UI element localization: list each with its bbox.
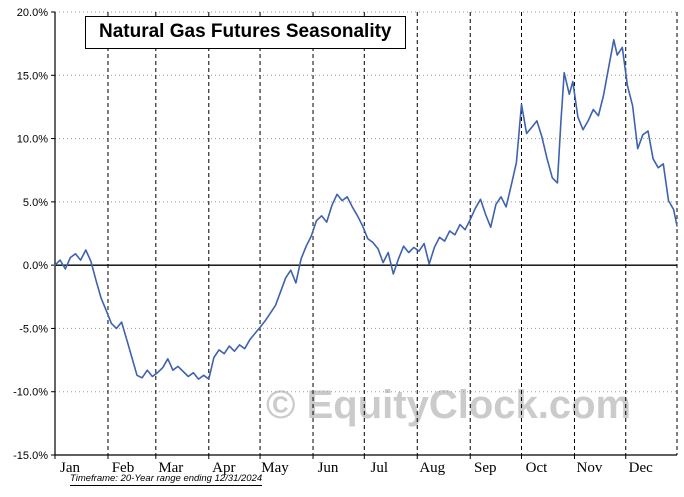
timeframe-footnote: Timeframe: 20-Year range ending 12/31/20…: [70, 473, 263, 486]
x-tick-label: May: [261, 460, 289, 476]
y-tick-label: 0.0%: [23, 260, 48, 272]
x-tick-label: Mar: [158, 460, 183, 476]
x-tick-label: Sep: [474, 460, 497, 476]
x-tick-label: Jul: [371, 460, 389, 476]
y-tick-label: 10.0%: [17, 134, 48, 146]
equityclock-watermark: © EquityClock.com: [266, 383, 632, 427]
x-tick-label: Aug: [419, 460, 445, 476]
x-tick-label: Feb: [112, 460, 135, 476]
x-tick-label: Jun: [318, 460, 339, 476]
y-tick-label: 20.0%: [17, 7, 48, 19]
x-tick-label: Oct: [526, 460, 548, 476]
seasonality-line: [54, 38, 678, 380]
y-tick-label: -15.0%: [13, 450, 48, 462]
y-tick-label: -10.0%: [13, 387, 48, 399]
y-tick-label: 15.0%: [17, 70, 48, 82]
chart-title: Natural Gas Futures Seasonality: [85, 16, 406, 49]
x-tick-label: Dec: [629, 460, 653, 476]
y-tick-label: 5.0%: [23, 197, 48, 209]
x-tick-label: Nov: [577, 460, 603, 476]
y-tick-label: -5.0%: [19, 323, 48, 335]
x-tick-label: Jan: [60, 460, 80, 476]
x-tick-label: Apr: [212, 460, 235, 476]
